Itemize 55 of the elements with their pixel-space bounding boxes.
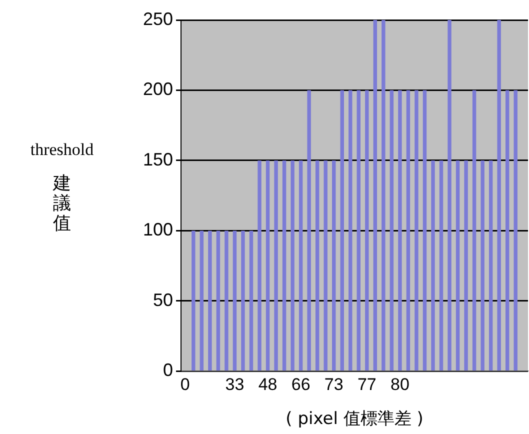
bar <box>258 160 262 370</box>
bar <box>274 160 278 370</box>
bar <box>298 160 303 370</box>
bar <box>224 230 228 370</box>
bar <box>356 90 361 370</box>
y-tick-label: 200 <box>142 79 174 100</box>
bar <box>505 90 510 370</box>
bar <box>448 20 452 370</box>
y-tick-label: 100 <box>142 220 174 240</box>
y-tick-label: 250 <box>142 8 174 29</box>
bar <box>422 90 427 370</box>
y-axis-title: threshold 建議值 <box>29 140 95 234</box>
bar <box>373 20 378 370</box>
bar <box>472 90 476 370</box>
bar <box>439 160 444 370</box>
bar <box>208 230 212 370</box>
bar <box>390 90 394 370</box>
bar <box>324 160 328 370</box>
y-tick-label: 150 <box>142 149 174 170</box>
bar <box>340 90 344 370</box>
bar <box>232 230 237 370</box>
bar <box>398 90 402 370</box>
x-tick-label: 73 <box>324 375 344 394</box>
bar <box>332 160 336 370</box>
x-tick-label: 77 <box>357 375 376 394</box>
x-tick-label: 80 <box>390 375 410 394</box>
bar <box>241 230 245 370</box>
bar <box>307 90 311 370</box>
bar <box>414 90 418 370</box>
bar <box>456 160 460 370</box>
y-tick-label: 0 <box>163 360 174 380</box>
bar <box>282 160 286 370</box>
bar <box>249 230 254 370</box>
x-tick-label: 66 <box>291 375 310 394</box>
bar <box>290 160 294 370</box>
bar <box>431 160 435 370</box>
bar <box>488 160 493 370</box>
x-tick-label: 48 <box>258 375 278 394</box>
bar <box>216 230 220 370</box>
bar <box>348 90 352 370</box>
bar <box>315 160 320 370</box>
bar <box>480 160 484 370</box>
bar <box>514 90 518 370</box>
bar <box>497 20 501 370</box>
x-tick-label: 33 <box>225 375 244 394</box>
x-axis-title: ( pixel 值標準差 ) <box>286 409 424 430</box>
bar <box>200 230 204 370</box>
bar <box>464 160 468 370</box>
bar <box>406 90 410 370</box>
y-tick-label: 50 <box>153 290 174 310</box>
bar <box>365 90 369 370</box>
bar <box>192 230 196 370</box>
x-tick-label: 0 <box>180 375 190 394</box>
bar <box>266 160 270 370</box>
bar <box>382 20 386 370</box>
